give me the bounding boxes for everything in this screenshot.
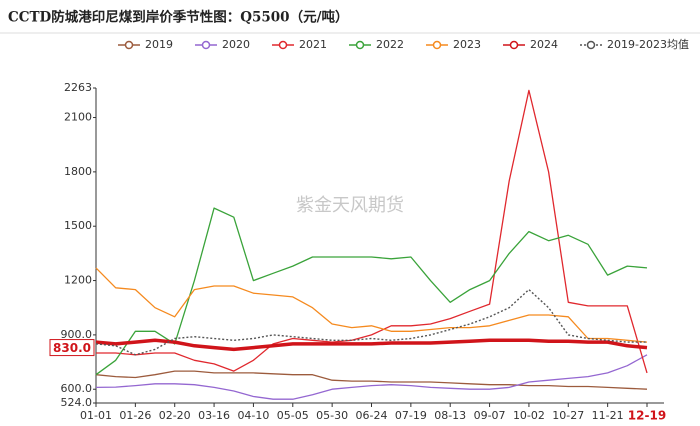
legend-dot bbox=[278, 40, 288, 50]
chart-title: CCTD防城港印尼煤到岸价季节性图：Q5500（元/吨） bbox=[8, 9, 349, 26]
legend-label: 2019-2023均值 bbox=[607, 38, 689, 51]
legend-label: 2019 bbox=[145, 38, 173, 51]
y-tick-label: 1500 bbox=[64, 219, 92, 232]
legend-label: 2020 bbox=[222, 38, 250, 51]
y-tick-label: 1800 bbox=[64, 165, 92, 178]
y-tick-label: 600.0 bbox=[61, 382, 93, 395]
x-tick-label: 11-21 bbox=[592, 409, 624, 422]
x-tick-label: 01-01 bbox=[80, 409, 112, 422]
x-tick-label: 04-10 bbox=[237, 409, 269, 422]
series-line bbox=[95, 338, 648, 352]
series-line bbox=[95, 207, 648, 376]
x-tick-label: 07-19 bbox=[395, 409, 427, 422]
legend-dot bbox=[201, 40, 211, 50]
legend-label: 2024 bbox=[530, 38, 558, 51]
series-line bbox=[95, 370, 648, 390]
x-tick-label: 12-19 bbox=[628, 409, 666, 423]
x-tick-label: 05-30 bbox=[316, 409, 348, 422]
x-tick-label: 02-20 bbox=[159, 409, 191, 422]
legend-label: 2022 bbox=[376, 38, 404, 51]
y-tick-label: 900.0 bbox=[61, 328, 93, 341]
series-line bbox=[96, 89, 648, 374]
x-tick-label: 06-24 bbox=[356, 409, 388, 422]
legend-dot bbox=[432, 40, 442, 50]
current-value-box bbox=[49, 339, 95, 357]
series-line bbox=[95, 354, 648, 400]
legend-dot bbox=[509, 40, 519, 50]
x-tick-label: 01-26 bbox=[119, 409, 151, 422]
x-tick-label: 08-13 bbox=[434, 409, 466, 422]
x-tick-label: 10-02 bbox=[513, 409, 545, 422]
current-value-label: 830.0 bbox=[53, 341, 91, 355]
x-tick-label: 09-07 bbox=[474, 409, 506, 422]
legend-label: 2023 bbox=[453, 38, 481, 51]
y-tick-label: 524.0 bbox=[61, 396, 93, 409]
x-tick-label: 03-16 bbox=[198, 409, 230, 422]
legend-dot bbox=[124, 40, 134, 50]
y-tick-label: 2100 bbox=[64, 111, 92, 124]
y-tick-label: 1200 bbox=[64, 274, 92, 287]
x-tick-label: 05-05 bbox=[277, 409, 309, 422]
x-tick-label: 10-27 bbox=[552, 409, 584, 422]
series-line bbox=[95, 288, 647, 356]
legend-label: 2021 bbox=[299, 38, 327, 51]
legend-dot bbox=[355, 40, 365, 50]
legend-dot bbox=[586, 40, 596, 50]
watermark: 紫金天风期货 bbox=[296, 195, 404, 216]
y-tick-label: 2263 bbox=[64, 81, 92, 94]
